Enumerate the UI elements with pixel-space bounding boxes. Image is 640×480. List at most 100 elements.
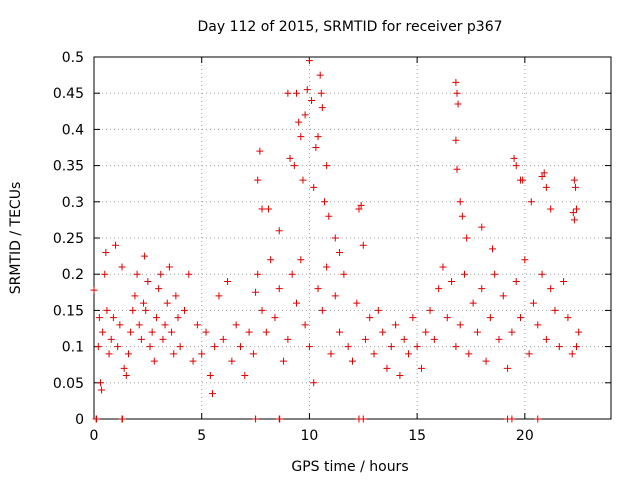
data-point [538, 270, 546, 278]
data-point [170, 350, 178, 358]
data-point [159, 335, 167, 343]
data-point [452, 78, 460, 86]
data-point [161, 321, 169, 329]
data-point [228, 357, 236, 365]
data-point [146, 343, 154, 351]
data-point [264, 205, 272, 213]
data-point [152, 314, 160, 322]
data-point [94, 343, 102, 351]
y-tick-label: 0.35 [53, 159, 84, 175]
data-point [118, 263, 126, 271]
data-point [456, 321, 464, 329]
data-point [534, 415, 542, 423]
y-tick-label: 0.1 [62, 340, 84, 356]
data-point [297, 133, 305, 141]
data-point [215, 292, 223, 300]
data-point [538, 172, 546, 180]
data-point [336, 328, 344, 336]
data-point [405, 350, 413, 358]
data-point [512, 277, 520, 285]
data-point [320, 198, 328, 206]
data-point [387, 343, 395, 351]
data-point [564, 314, 572, 322]
data-point [325, 212, 333, 220]
data-point [519, 176, 527, 184]
data-point [318, 306, 326, 314]
data-point [542, 335, 550, 343]
data-point [422, 328, 430, 336]
data-point [280, 357, 288, 365]
data-point [252, 288, 260, 296]
data-point [361, 335, 369, 343]
data-point [469, 299, 477, 307]
data-point [141, 252, 149, 260]
data-point [103, 306, 111, 314]
data-point [297, 256, 305, 264]
data-point [452, 136, 460, 144]
data-point [340, 270, 348, 278]
y-tick-label: 0.5 [62, 50, 84, 66]
data-point [540, 169, 548, 177]
data-point [275, 285, 283, 293]
data-point [211, 343, 219, 351]
data-point [331, 234, 339, 242]
y-axis-title: SRMTID / TECUs [8, 182, 24, 295]
data-point [122, 372, 130, 380]
data-point [116, 321, 124, 329]
chart-title: Day 112 of 2015, SRMTID for receiver p36… [197, 19, 502, 35]
y-tick-label: 0.4 [62, 122, 84, 138]
data-point [314, 133, 322, 141]
data-point [573, 343, 581, 351]
data-point [314, 285, 322, 293]
data-point [551, 306, 559, 314]
data-point [517, 314, 525, 322]
data-point [155, 285, 163, 293]
data-point [102, 248, 110, 256]
data-point [510, 154, 518, 162]
data-point [310, 183, 318, 191]
data-point [392, 321, 400, 329]
data-point [276, 415, 284, 423]
data-point [112, 241, 120, 249]
data-point [305, 57, 313, 65]
data-point [357, 201, 365, 209]
data-point [426, 306, 434, 314]
data-point [189, 357, 197, 365]
y-tick-label: 0.05 [53, 376, 84, 392]
y-tick-label: 0.15 [53, 303, 84, 319]
data-point [193, 321, 201, 329]
data-point [131, 292, 139, 300]
data-point [570, 176, 578, 184]
data-point [547, 285, 555, 293]
data-point [96, 379, 104, 387]
data-point [366, 314, 374, 322]
data-point [252, 415, 260, 423]
x-tick-label: 15 [408, 428, 426, 444]
data-point [482, 357, 490, 365]
data-point [529, 299, 537, 307]
data-point [336, 248, 344, 256]
data-point [534, 321, 542, 329]
y-tick-label: 0.2 [62, 267, 84, 283]
data-point [249, 350, 257, 358]
data-point [575, 328, 583, 336]
data-point [430, 335, 438, 343]
data-point [150, 357, 158, 365]
x-tick-label: 0 [90, 428, 99, 444]
data-point [344, 343, 352, 351]
data-point [124, 350, 132, 358]
data-point [168, 328, 176, 336]
data-point [135, 321, 143, 329]
data-point [165, 263, 173, 271]
data-point [374, 306, 382, 314]
data-point [98, 386, 106, 394]
data-point [275, 227, 283, 235]
data-point [232, 321, 240, 329]
data-point [95, 314, 103, 322]
data-point [504, 364, 512, 372]
data-point [512, 162, 520, 170]
data-point [127, 328, 135, 336]
data-point [99, 328, 107, 336]
data-point [317, 89, 325, 97]
x-tick-label: 20 [516, 428, 534, 444]
